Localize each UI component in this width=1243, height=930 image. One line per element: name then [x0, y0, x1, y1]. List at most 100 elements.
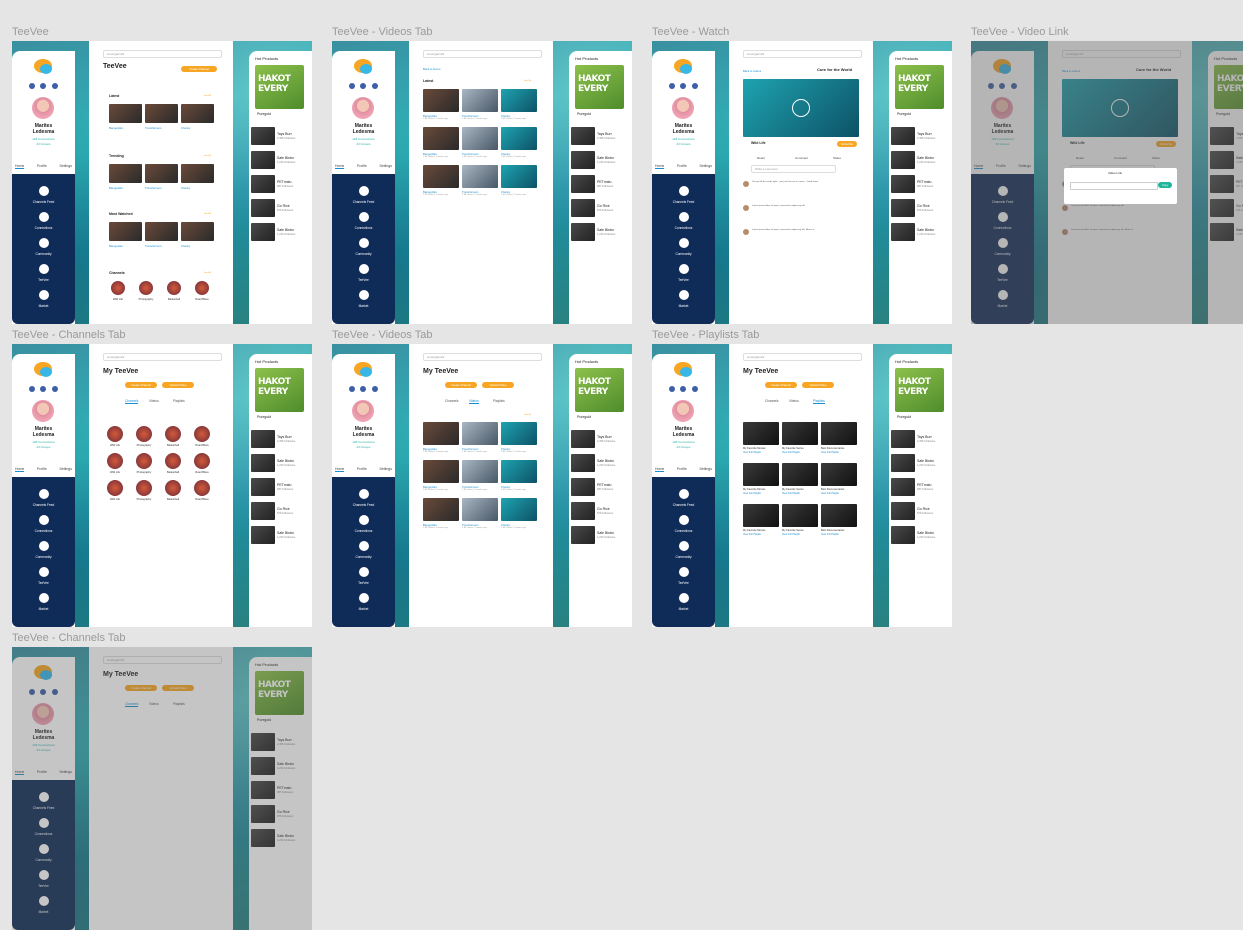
tab-videos[interactable]: Videos [149, 399, 159, 403]
people-icon[interactable] [372, 386, 378, 392]
product-thumb[interactable] [251, 430, 275, 448]
product-name[interactable]: Sale Bistro [1236, 156, 1243, 160]
product-thumb[interactable] [891, 199, 915, 217]
nav-item[interactable]: Channels Feed [652, 186, 715, 204]
playlist-thumbnail[interactable] [782, 504, 818, 527]
video-thumbnail[interactable] [501, 498, 537, 521]
profile-tab[interactable]: Settings [59, 467, 72, 471]
avatar[interactable] [32, 400, 54, 422]
channel-name[interactable]: Road Bikes [195, 498, 209, 501]
product-thumb[interactable] [251, 526, 275, 544]
channel-name[interactable]: Basketball [167, 471, 179, 474]
nav-item[interactable]: Community [332, 541, 395, 559]
artboard-f6[interactable]: TeeVee - Videos Tab Marites Ledesma 128 Con… [332, 329, 632, 627]
product-thumb[interactable] [571, 199, 595, 217]
product-name[interactable]: Sale Bistro [277, 531, 294, 535]
messages-icon[interactable] [349, 386, 355, 392]
product-thumb[interactable] [891, 454, 915, 472]
back-link[interactable]: Back to Home [423, 67, 441, 71]
chat-icon[interactable] [680, 386, 686, 392]
nav-item[interactable]: TeeVee [332, 264, 395, 282]
product-name[interactable]: PETmalu [917, 180, 932, 184]
video-thumbnail[interactable] [145, 104, 178, 123]
product-thumb[interactable] [571, 526, 595, 544]
nav-item[interactable]: Market [652, 593, 715, 611]
people-icon[interactable] [52, 689, 58, 695]
channel-avatar[interactable] [165, 480, 181, 496]
product-name[interactable]: PETmalu [277, 180, 292, 184]
channel-avatar[interactable] [136, 426, 152, 442]
messages-icon[interactable] [669, 386, 675, 392]
product-thumb[interactable] [251, 502, 275, 520]
product-name[interactable]: PETmalu [917, 483, 932, 487]
video-thumbnail[interactable] [423, 165, 459, 188]
video-thumbnail[interactable] [501, 127, 537, 150]
product-thumb[interactable] [891, 478, 915, 496]
messages-icon[interactable] [29, 386, 35, 392]
video-thumbnail[interactable] [423, 498, 459, 521]
product-name[interactable]: Sale Bistro [917, 228, 934, 232]
search-input[interactable]: smartyjam24 [743, 50, 862, 58]
nav-item[interactable]: Market [332, 593, 395, 611]
profile-tab[interactable]: Profile [676, 164, 687, 168]
product-name[interactable]: PETmalu [597, 483, 612, 487]
nav-item[interactable]: Community [12, 541, 75, 559]
video-title[interactable]: Bangoptiks [423, 114, 437, 118]
video-title[interactable]: Chucky [501, 485, 511, 489]
see-all-link[interactable]: See All [204, 155, 211, 157]
profile-connections[interactable]: 128 Connections [32, 440, 55, 444]
video-thumbnail[interactable] [145, 164, 178, 183]
video-title[interactable]: Transformers [145, 186, 162, 190]
product-name[interactable]: Tays Burr [917, 435, 932, 439]
profile-tab[interactable]: Profile [356, 164, 367, 168]
create-channel-button[interactable]: Create Channel [125, 685, 157, 691]
product-name[interactable]: Tays Burr [277, 435, 292, 439]
profile-groups[interactable]: 23 Groups [356, 142, 371, 146]
profile-groups[interactable]: 23 Groups [36, 445, 51, 449]
profile-groups[interactable]: 23 Groups [36, 142, 51, 146]
video-thumbnail[interactable] [423, 89, 459, 112]
product-name[interactable]: Sale Bistro [597, 228, 614, 232]
video-title[interactable]: Bangoptiks [109, 244, 123, 248]
channel-name[interactable]: Photography [136, 498, 152, 501]
profile-tab[interactable]: Home [655, 164, 665, 169]
channel-avatar[interactable] [139, 281, 153, 295]
chat-icon[interactable] [40, 83, 46, 89]
product-name[interactable]: Go Rice [277, 507, 290, 511]
video-thumbnail[interactable] [423, 422, 459, 445]
search-input[interactable]: smartyjam24 [743, 353, 862, 361]
tab-videos[interactable]: Videos [789, 399, 799, 403]
playlist-thumbnail[interactable] [821, 422, 857, 445]
video-title[interactable]: Chucky [501, 114, 511, 118]
channel-avatar[interactable] [194, 426, 210, 442]
product-name[interactable]: Sale Bistro [277, 459, 294, 463]
product-name[interactable]: Sale Bistro [597, 531, 614, 535]
messages-icon[interactable] [349, 83, 355, 89]
messages-icon[interactable] [988, 83, 994, 89]
channel-avatar[interactable] [136, 453, 152, 469]
artboard-f1[interactable]: TeeVee Marites Ledesma 128 Connections 23 Gr… [12, 26, 312, 324]
channel-name[interactable]: Basketball [167, 444, 179, 447]
nav-item[interactable]: Market [12, 593, 75, 611]
product-thumb[interactable] [891, 502, 915, 520]
product-name[interactable]: Go Rice [597, 507, 610, 511]
product-name[interactable]: Go Rice [917, 507, 930, 511]
tab-playlists[interactable]: Playlists [173, 399, 185, 403]
video-title[interactable]: Chucky [181, 126, 191, 130]
video-thumbnail[interactable] [109, 164, 142, 183]
video-thumbnail[interactable] [501, 165, 537, 188]
product-name[interactable]: PETmalu [1236, 180, 1243, 184]
tab-playlists[interactable]: Playlists [173, 702, 185, 706]
product-thumb[interactable] [1210, 175, 1234, 193]
channel-name[interactable]: Photography [136, 444, 152, 447]
profile-connections[interactable]: 128 Connections [352, 137, 375, 141]
nav-item[interactable]: Connections [12, 515, 75, 533]
product-name[interactable]: Sale Bistro [277, 156, 294, 160]
product-thumb[interactable] [571, 127, 595, 145]
artboard-f3[interactable]: TeeVee - Watch Marites Ledesma 128 Connecti… [652, 26, 952, 324]
channel-name[interactable]: Wild Life [751, 141, 766, 145]
